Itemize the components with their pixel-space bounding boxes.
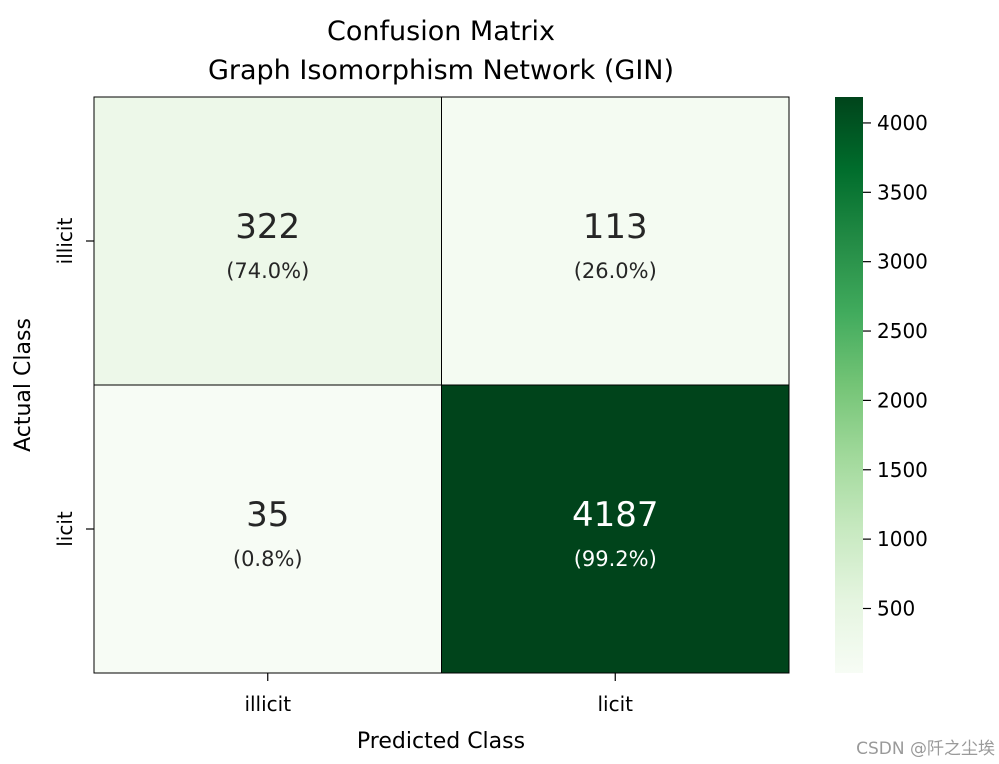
colorbar-gradient: [835, 97, 863, 673]
cell-count-label-0-0: 322: [235, 207, 300, 247]
cell-percent-label-0-1: (26.0%): [574, 259, 657, 283]
heatmap-cell-0-0: [93, 96, 442, 386]
colorbar-tick-label-0: 500: [877, 596, 915, 620]
cell-count-label-1-0: 35: [246, 495, 289, 535]
chart-title-line-1: Confusion Matrix: [327, 16, 555, 47]
x-axis-ticks: illicit licit: [244, 673, 633, 716]
cell-count-label-0-1: 113: [583, 207, 648, 247]
cell-percent-label-1-1: (99.2%): [574, 547, 657, 571]
colorbar-tick-label-6: 3500: [877, 180, 928, 204]
heatmap-cell-1-1: [441, 384, 790, 674]
colorbar-tick-label-1: 1000: [877, 527, 928, 551]
heatmap-cell-0-1: [441, 96, 790, 386]
colorbar-ticks: 500 1000 1500 2000 2500 3000 3500 4000: [863, 111, 928, 620]
heatmap-cells: 322 (74.0%) 113 (26.0%) 35 (0.8%) 4187 (99.2%): [93, 96, 790, 674]
colorbar-tick-label-5: 3000: [877, 250, 928, 274]
x-tick-label-1: licit: [597, 692, 633, 716]
colorbar-tick-label-3: 2000: [877, 388, 928, 412]
x-tick-label-0: illicit: [244, 692, 291, 716]
y-tick-label-1: licit: [53, 511, 77, 547]
colorbar-tick-label-7: 4000: [877, 111, 928, 135]
colorbar-tick-label-2: 1500: [877, 458, 928, 482]
cell-percent-label-0-0: (74.0%): [226, 259, 309, 283]
y-axis-ticks: illicit licit: [53, 218, 94, 547]
cell-percent-label-1-0: (0.8%): [233, 547, 303, 571]
colorbar-tick-label-4: 2500: [877, 319, 928, 343]
cell-count-label-1-1: 4187: [572, 495, 659, 535]
y-tick-label-0: illicit: [53, 218, 77, 265]
heatmap-cell-1-0: [93, 384, 442, 674]
colorbar: 500 1000 1500 2000 2500 3000 3500 4000: [835, 97, 928, 673]
watermark: CSDN @阡之尘埃: [856, 739, 995, 759]
y-axis-label: Actual Class: [11, 318, 36, 452]
chart-title-line-2: Graph Isomorphism Network (GIN): [208, 55, 674, 86]
x-axis-label: Predicted Class: [357, 729, 525, 754]
